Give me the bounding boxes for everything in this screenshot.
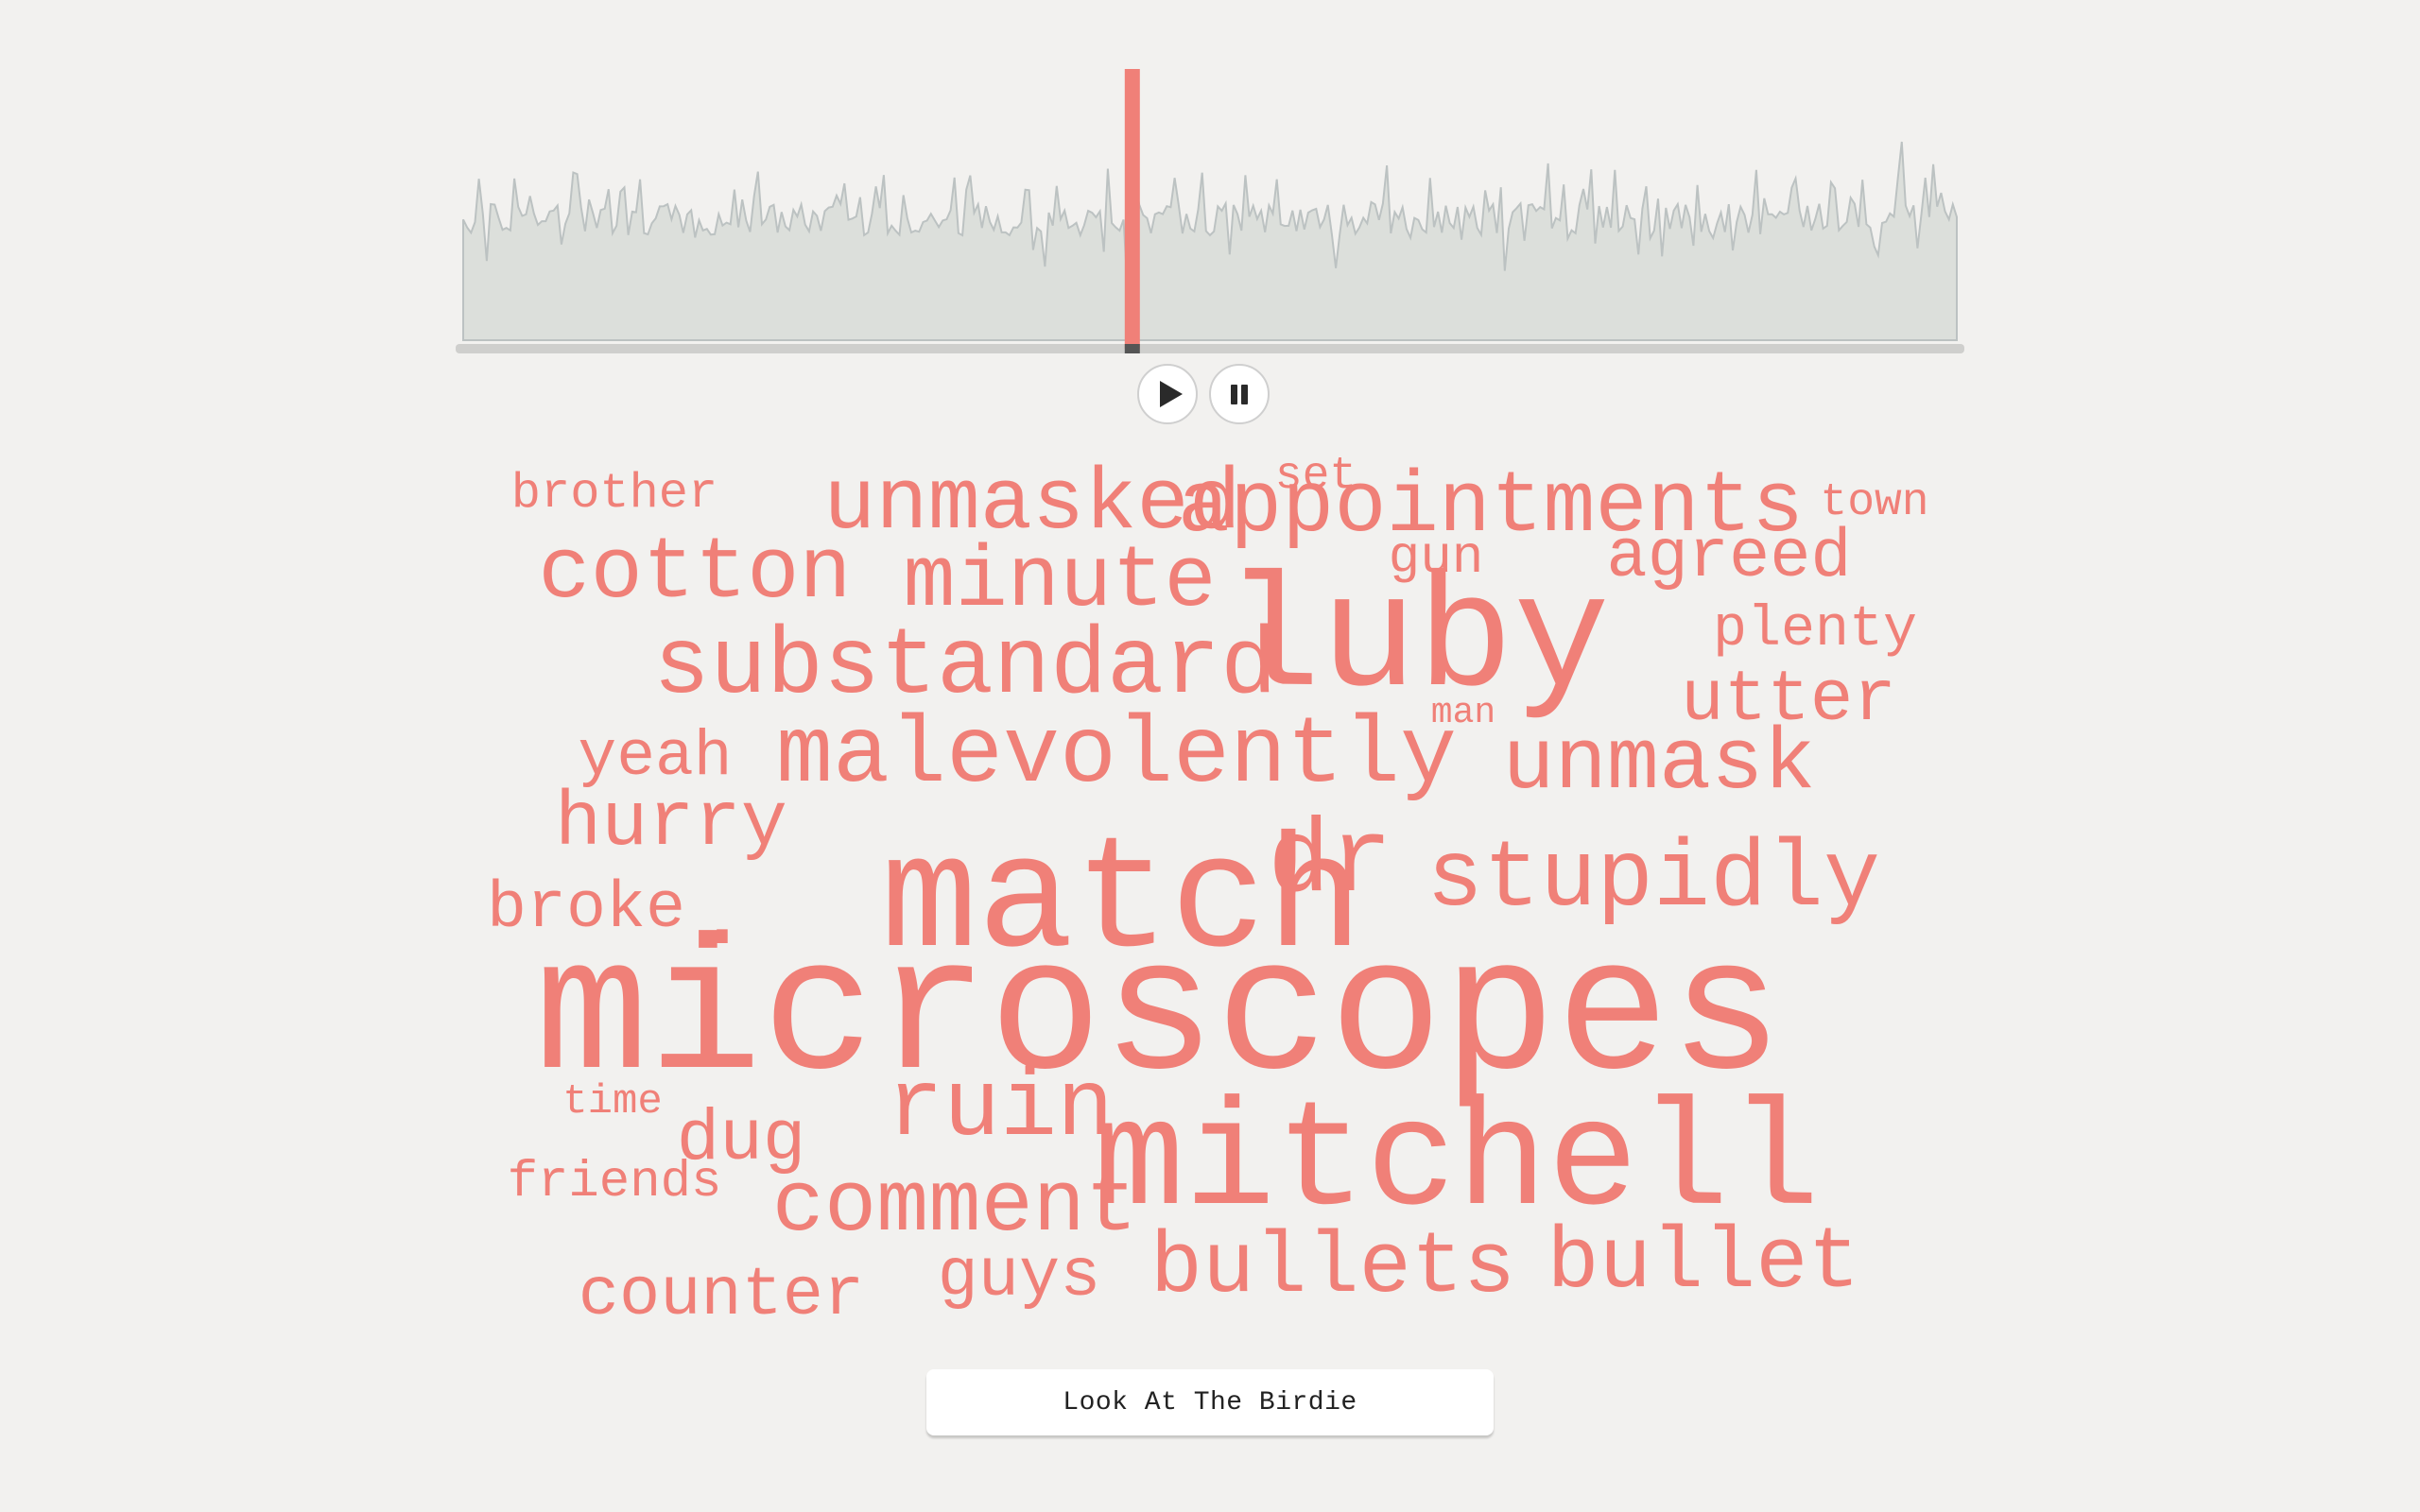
word-appointments: appointments: [1177, 457, 1805, 557]
word-man: man: [1430, 693, 1496, 733]
word-dr: dr: [1267, 804, 1393, 922]
word-stupidly: stupidly: [1426, 827, 1881, 934]
word-hurry: hurry: [554, 780, 788, 868]
word-luby: luby: [1223, 551, 1611, 733]
word-friends: friends: [507, 1154, 722, 1211]
word-unmasked: unmasked: [823, 455, 1241, 554]
word-bullet: bullet: [1547, 1213, 1860, 1313]
word-match: match: [880, 812, 1364, 994]
word-substandard: substandard: [652, 614, 1278, 721]
word-bullets: bullets: [1150, 1218, 1516, 1317]
play-button[interactable]: [1137, 364, 1198, 424]
word-set: set: [1274, 451, 1357, 502]
word-cotton: cotton: [538, 524, 852, 623]
waveform-player[interactable]: [454, 57, 1966, 359]
word-agreed: agreed: [1606, 519, 1852, 596]
word-plenty: plenty: [1712, 598, 1918, 662]
word-comment: comment: [771, 1157, 1138, 1256]
seek-bar-thumb[interactable]: [1124, 344, 1140, 353]
word-malevolently: malevolently: [775, 703, 1458, 810]
word-counter: counter: [578, 1257, 865, 1334]
word-microscopes: microscopes: [534, 910, 1784, 1125]
word-mitchell: mitchell: [1093, 1078, 1821, 1249]
playhead-marker[interactable]: [1124, 69, 1140, 349]
word-unmask: unmask: [1502, 714, 1816, 814]
word-period: .: [693, 866, 752, 972]
lyrics-word-cloud: set brother unmasked appointments town c…: [454, 416, 1966, 1342]
pause-icon: [1231, 385, 1248, 404]
word-broke: broke: [486, 872, 686, 947]
word-town: town: [1820, 477, 1929, 528]
song-title-box: Look At The Birdie: [926, 1369, 1494, 1435]
waveform-shape: [462, 141, 1958, 341]
seek-bar-track[interactable]: [456, 344, 1964, 353]
playback-controls: [1137, 364, 1270, 426]
song-title: Look At The Birdie: [1063, 1387, 1357, 1418]
word-gun: gun: [1388, 527, 1484, 588]
word-yeah: yeah: [578, 721, 733, 794]
word-dug: dug: [676, 1099, 806, 1180]
pause-button[interactable]: [1209, 364, 1270, 424]
word-guys: guys: [937, 1238, 1101, 1315]
waveform-graph[interactable]: [454, 57, 1966, 359]
word-brother: brother: [510, 466, 718, 522]
play-icon: [1160, 381, 1183, 407]
word-ruin: ruin: [886, 1057, 1115, 1163]
word-minute: minute: [903, 532, 1217, 631]
word-time: time: [562, 1078, 663, 1125]
word-utter: utter: [1680, 660, 1897, 741]
